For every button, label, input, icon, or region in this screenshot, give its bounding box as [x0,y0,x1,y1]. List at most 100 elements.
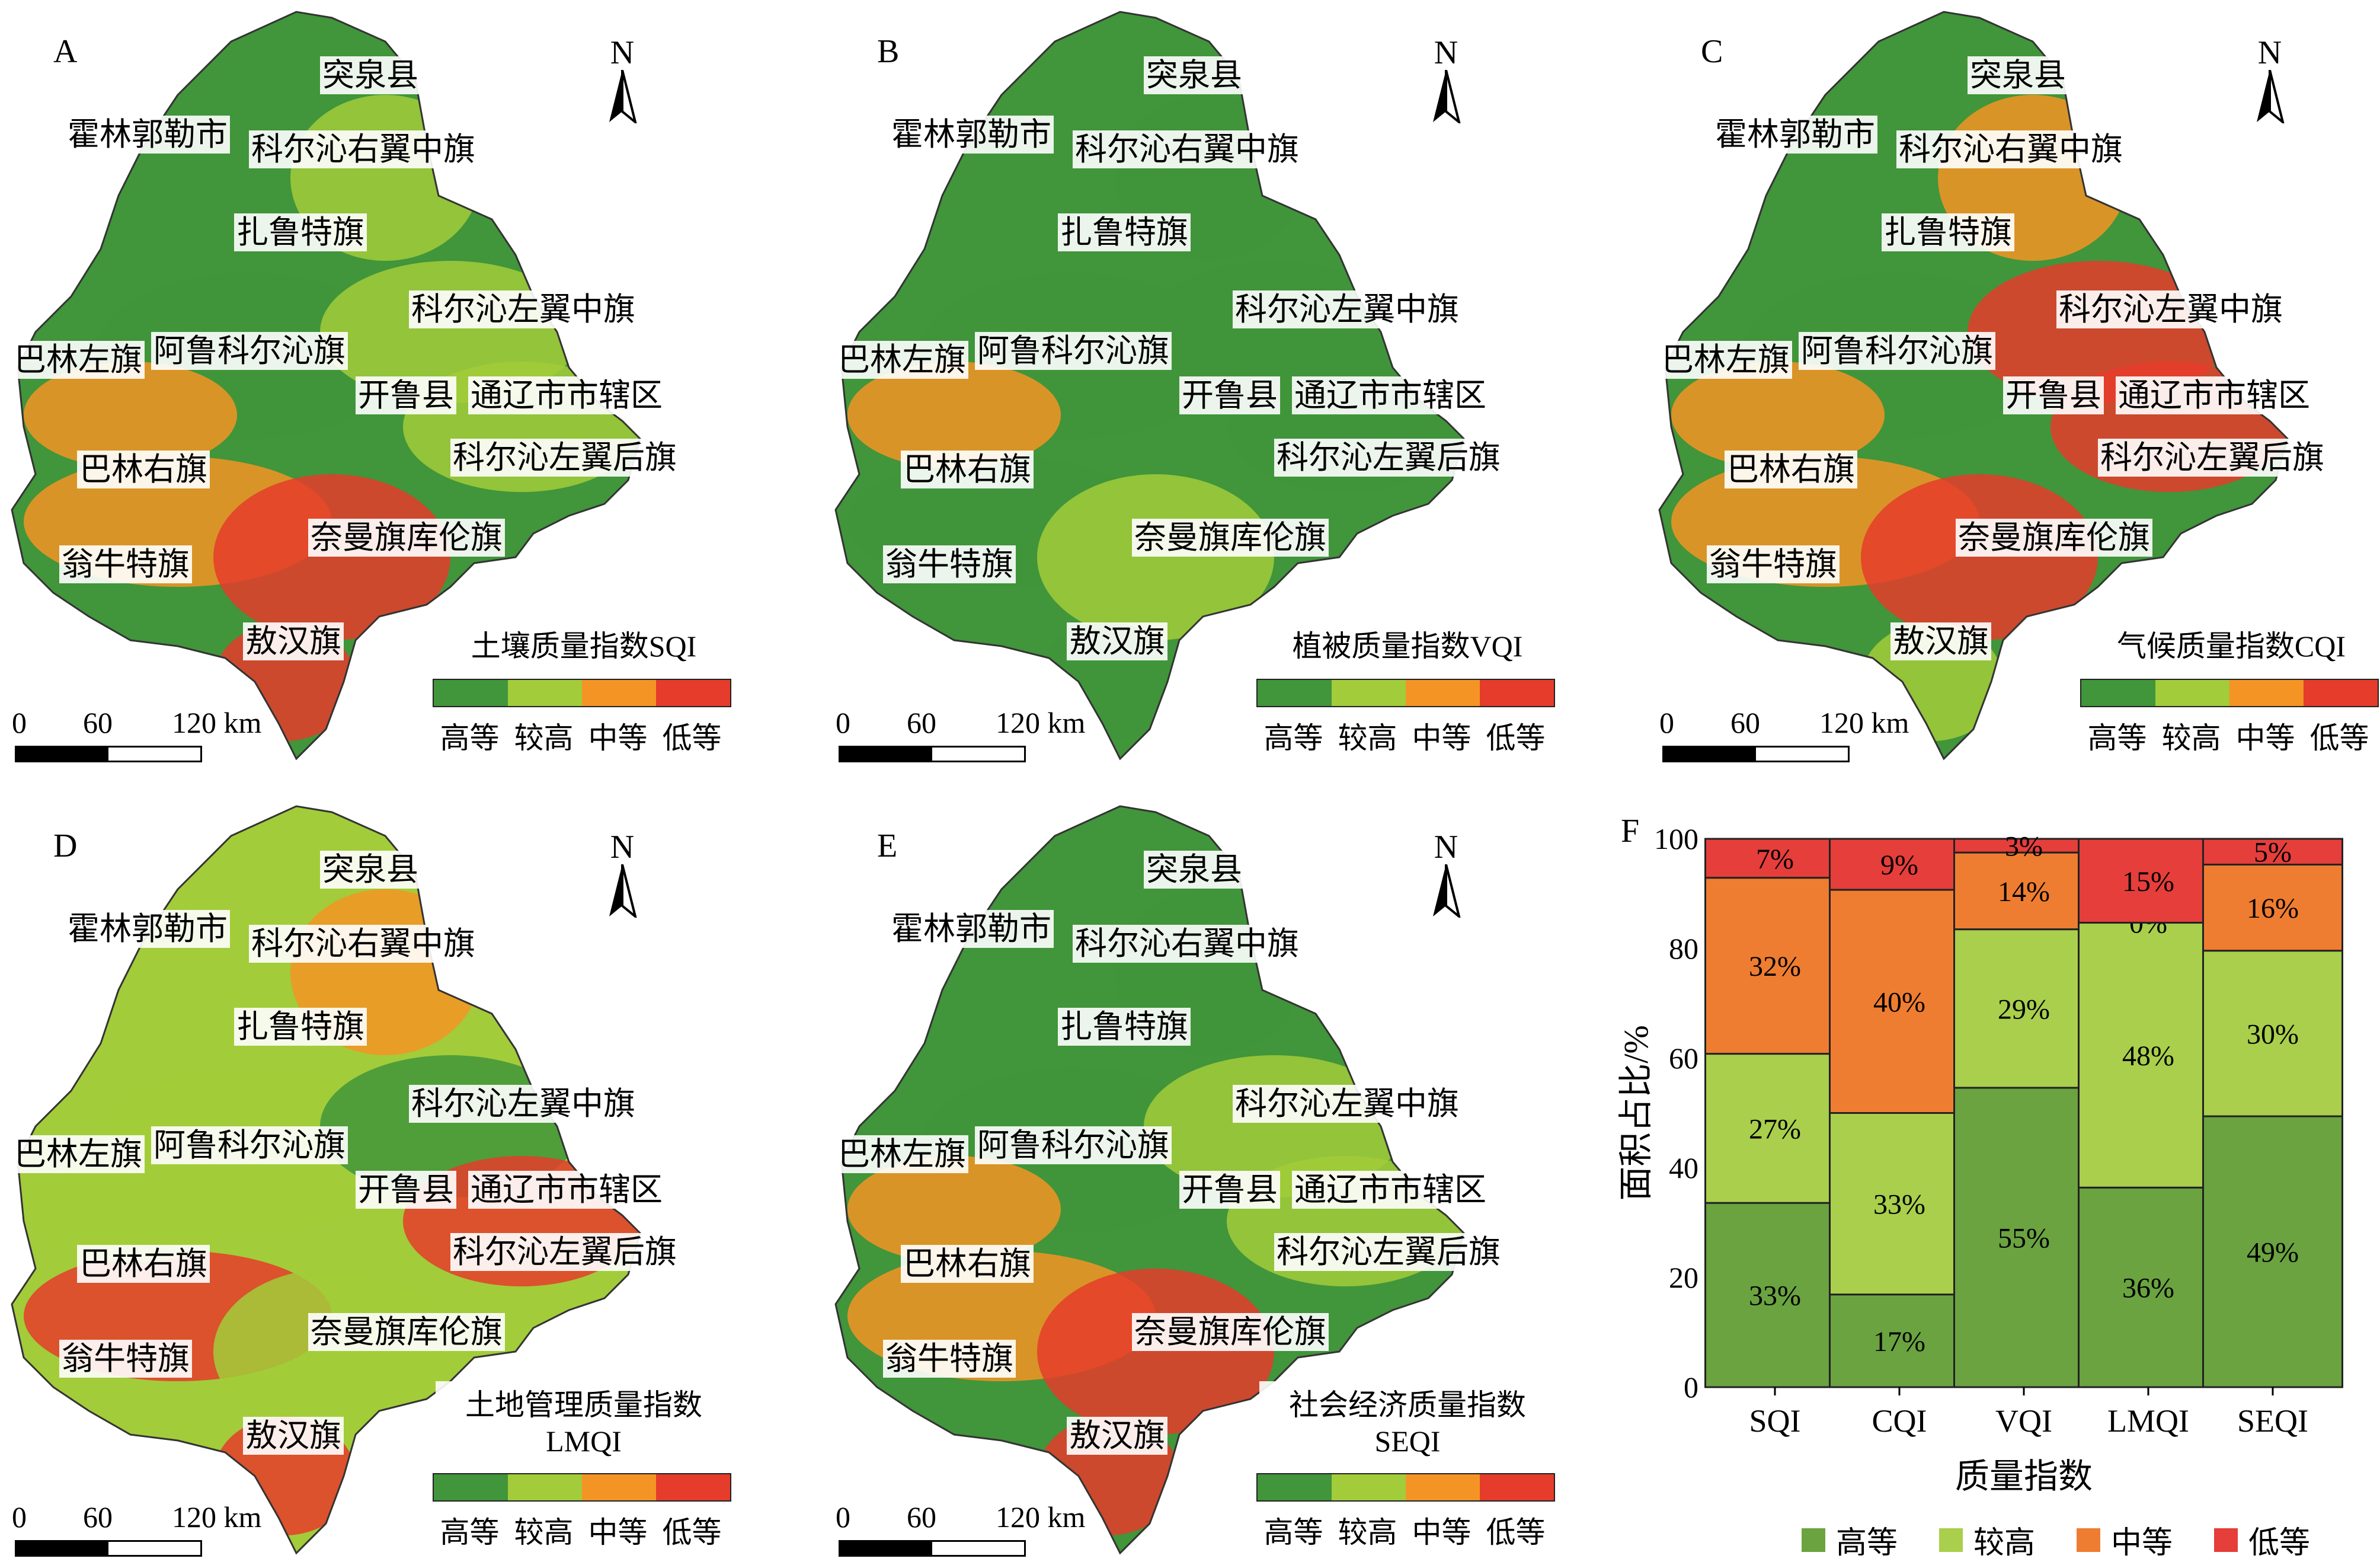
legend-class-labels: 高等 较高 中等 低等 [433,1509,729,1551]
map-zone [1861,474,2098,640]
place-label-tongliao: 通辽市市辖区 [468,376,665,414]
data-label: 14% [1998,876,2050,908]
place-label-bairin-left: 巴林左旗 [1659,341,1792,379]
place-label-khorqin-right-mid: 科尔沁右翼中旗 [249,925,478,963]
north-arrow: N [604,830,640,921]
place-label-khorqin-left-mid: 科尔沁左翼中旗 [1233,1085,1461,1123]
legend-swatch-higher [1332,1474,1406,1500]
legend-label-high: 高等 [1836,1526,1898,1560]
legend-swatch-high [2081,680,2155,706]
place-label-ongniud: 翁牛特旗 [883,1340,1016,1378]
map-zone [213,1269,450,1435]
place-label-tongliao: 通辽市市辖区 [1292,376,1489,414]
legend-swatch-low [1480,680,1554,706]
region-outline [834,805,1465,1555]
place-label-aohan: 敖汉旗 [1067,622,1167,660]
y-tick-label: 100 [1654,822,1698,855]
scale-segment [17,1542,108,1555]
panel-letter: D [53,828,78,864]
place-label-ongniud: 翁牛特旗 [59,545,192,583]
scale-label: 60 [83,1500,113,1534]
legend-item-medium: 中等 [2077,1518,2173,1562]
place-label-huolin: 霍林郭勒市 [65,116,230,154]
legend-item-higher: 较高 [1939,1518,2035,1562]
scale-label: 120 km [996,706,1086,739]
legend-class-label: 高等 [440,721,500,755]
place-label-khorqin-left-mid: 科尔沁左翼中旗 [409,290,638,328]
legend-class-labels: 高等 较高 中等 低等 [1256,1509,1553,1551]
place-label-jarud: 扎鲁特旗 [234,1008,367,1046]
legend-subtitle: SEQI [1374,1425,1441,1458]
place-label-khorqin-right-mid: 科尔沁右翼中旗 [1073,925,1301,963]
place-label-kailu: 开鲁县 [356,376,456,414]
legend-swatch-high [1258,680,1332,706]
scale-segment [1664,748,1756,761]
place-label-kailu: 开鲁县 [1179,376,1280,414]
x-tick-label: LMQI [2107,1403,2189,1439]
map-zone [1037,1269,1274,1435]
bar-segment-higher [1704,1053,1845,1204]
place-label-jarud: 扎鲁特旗 [234,213,367,251]
data-label: 3% [2005,831,2043,863]
data-label: 16% [2247,893,2299,924]
y-tick-label: 60 [1669,1042,1698,1075]
place-label-ongniud: 翁牛特旗 [1707,545,1840,583]
data-label: 9% [1880,849,1918,881]
y-tick-label: 80 [1669,932,1698,965]
north-arrow-icon [2257,69,2285,126]
legend-swatch-low [2214,1528,2238,1552]
place-label-bairin-right: 巴林右旗 [77,1245,210,1283]
place-label-kailu: 开鲁县 [1179,1171,1280,1209]
place-label-ongniud: 翁牛特旗 [883,545,1016,583]
y-axis-label: 面积占比/% [1617,1025,1655,1200]
scale-label: 120 km [172,1500,262,1534]
legend-item-high: 高等 [1802,1518,1898,1562]
place-label-bairin-left: 巴林左旗 [12,1135,145,1173]
place-label-bairin-right: 巴林右旗 [901,1245,1034,1283]
legend-title-box: 气候质量指数CQI [2083,622,2379,665]
north-arrow-icon [1433,864,1461,920]
data-label: 29% [1998,994,2050,1025]
scale-segment [1756,748,1848,761]
north-arrow: N [1428,36,1464,126]
legend-class-label: 中等 [1412,721,1471,755]
scale-bar [15,1540,202,1557]
map-zone [847,362,1061,468]
scale-bar [1662,746,1850,762]
stacked-bar-chart: F 0 20 40 60 80 100 33% 27% 32% 7% SQI 17% 33% 40% 9% CQ… [1617,818,2343,1496]
scale-label: 0 [836,1500,850,1534]
place-label-naiman-hure: 奈曼旗库伦旗 [1956,519,2152,557]
scale-segment [17,748,108,761]
place-label-khorqin-left-back: 科尔沁左翼后旗 [1274,1233,1503,1271]
north-arrow-icon [609,864,638,920]
legend-class-label: 中等 [588,1516,648,1549]
scale-label: 0 [836,706,850,739]
place-label-tuquan: 突泉县 [1144,851,1245,889]
legend-label-higher: 较高 [1973,1526,2036,1560]
legend-swatch-high [434,680,508,706]
data-label: 49% [2247,1237,2299,1269]
legend-swatch-medium [2229,680,2304,706]
legend-swatch-low [1480,1474,1554,1500]
scale-segment [840,748,932,761]
legend-swatch-higher [508,1474,582,1500]
y-tick-label: 20 [1669,1261,1698,1294]
legend-class-labels: 高等 较高 中等 低等 [2080,714,2376,757]
legend-swatch-low [656,680,730,706]
place-label-naiman-hure: 奈曼旗库伦旗 [308,519,505,557]
legend-class-labels: 高等 较高 中等 低等 [1256,714,1553,757]
data-label: 33% [1873,1189,1925,1221]
map-panel-c: C 突泉县 霍林郭勒市 科尔沁右翼中旗 扎鲁特旗 科尔沁左翼中旗 巴林左旗 阿鲁科尔沁旗 开鲁县… [1648,0,2380,771]
chart-legend: 高等 较高 中等 低等 [1802,1518,2352,1562]
place-label-aohan: 敖汉旗 [1890,622,1991,660]
legend-class-label: 低等 [2309,721,2369,755]
north-arrow: N [1428,830,1464,921]
panel-letter: F [1621,818,1639,849]
legend-class-labels: 高等 较高 中等 低等 [433,714,729,757]
scale-label: 0 [12,1500,27,1534]
map-panel-e: E 突泉县 霍林郭勒市 科尔沁右翼中旗 扎鲁特旗 科尔沁左翼中旗 巴林左旗 阿鲁科尔沁旗 开鲁县… [824,794,1565,1565]
north-letter: N [610,829,635,865]
scale-segment [932,1542,1024,1555]
legend-title-box: 植被质量指数VQI [1259,622,1556,665]
bar-segment-low [1704,838,1845,879]
